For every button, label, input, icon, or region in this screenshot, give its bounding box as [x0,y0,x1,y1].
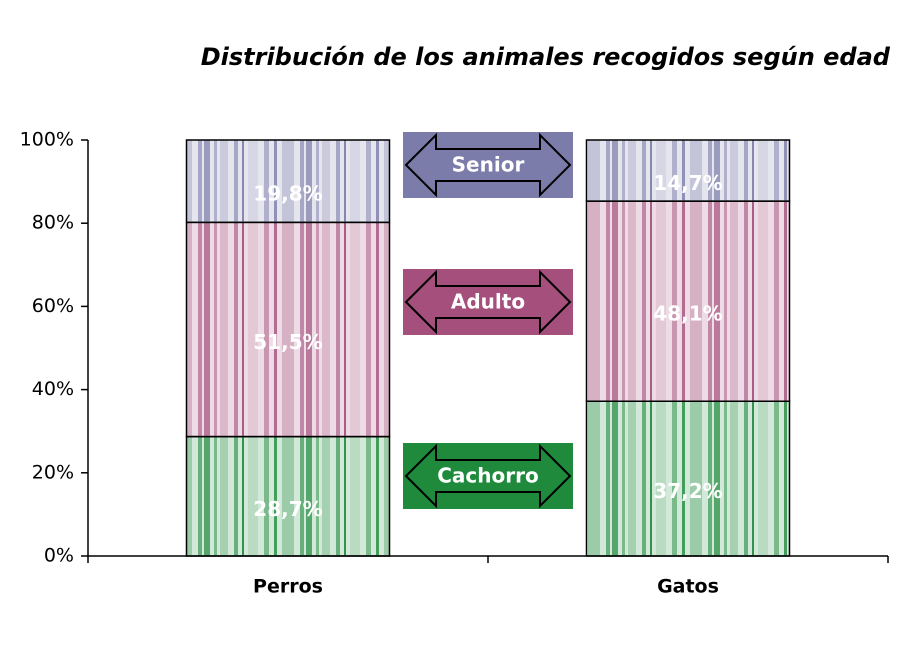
chart-title: Distribución de los animales recogidos s… [201,43,891,71]
bar-segment [185,139,391,224]
data-label: 19,8% [253,182,322,206]
legend-arrow [404,132,572,198]
bar-segment [585,139,791,202]
y-tick-label: 80% [32,212,74,234]
bar-segment [585,400,791,557]
legend-swatch [403,269,573,335]
bar-segment [585,200,791,402]
bar-segment [185,435,391,557]
legend-label: Senior [452,153,525,177]
x-tick-label: Gatos [657,576,719,598]
bar-segment [185,221,391,438]
legend-swatch [403,132,573,198]
y-tick-label: 0% [44,545,74,567]
y-tick-label: 40% [32,378,74,400]
data-label: 51,5% [253,330,322,354]
legend-arrow [404,443,572,509]
x-tick-label: Perros [253,576,323,598]
y-tick-label: 60% [32,295,74,317]
legend-swatch [403,443,573,509]
y-tick-label: 20% [32,461,74,483]
y-tick-label: 100% [20,129,74,151]
data-label: 37,2% [653,479,722,503]
legend-label: Cachorro [437,464,538,488]
legend-arrow [404,269,572,335]
legend-label: Adulto [451,290,525,314]
data-label: 14,7% [653,171,722,195]
data-label: 28,7% [253,497,322,521]
data-label: 48,1% [653,302,722,326]
